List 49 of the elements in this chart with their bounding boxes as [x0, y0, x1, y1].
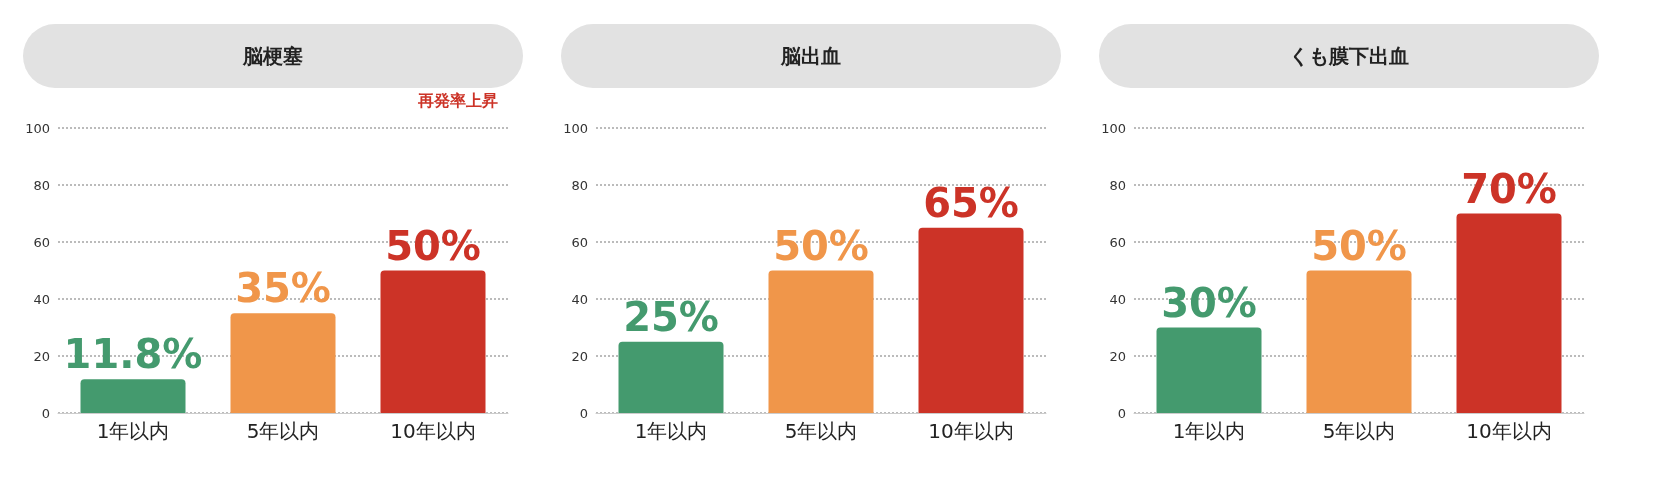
data-label: 70% [1461, 165, 1557, 212]
chart-title: 脳梗塞 [23, 24, 523, 88]
x-tick-label: 5年以内 [784, 419, 858, 443]
y-tick-label: 80 [1109, 177, 1126, 193]
x-tick-label: 1年以内 [1172, 419, 1246, 443]
y-tick-label: 60 [1109, 234, 1126, 250]
y-tick-label: 0 [41, 405, 50, 421]
y-tick-label: 100 [563, 120, 588, 136]
y-tick-label: 0 [579, 405, 588, 421]
bar [618, 341, 724, 413]
data-label: 25% [623, 293, 719, 340]
bar [918, 227, 1024, 413]
bar [768, 270, 874, 413]
y-tick-label: 60 [571, 234, 588, 250]
data-label: 50% [385, 222, 481, 269]
text: 再発率上昇 [417, 90, 498, 110]
y-tick-label: 60 [33, 234, 50, 250]
y-tick-label: 100 [25, 120, 50, 136]
data-label: 50% [1311, 222, 1407, 269]
data-label: 30% [1161, 279, 1257, 326]
y-tick-label: 40 [571, 291, 588, 307]
bar [1156, 327, 1262, 413]
data-label: 35% [235, 265, 331, 312]
bar [80, 379, 186, 413]
y-tick-label: 40 [33, 291, 50, 307]
y-tick-label: 0 [1117, 405, 1126, 421]
y-tick-label: 20 [1109, 348, 1126, 364]
data-label: 11.8% [63, 331, 203, 378]
chart-title: 脳出血 [561, 24, 1061, 88]
x-tick-label: 1年以内 [96, 419, 170, 443]
x-tick-label: 10年以内 [1466, 419, 1552, 443]
bar [1306, 270, 1412, 413]
y-tick-label: 80 [571, 177, 588, 193]
y-tick-label: 20 [33, 348, 50, 364]
x-tick-label: 5年以内 [1322, 419, 1396, 443]
y-tick-label: 40 [1109, 291, 1126, 307]
data-label: 65% [923, 179, 1019, 226]
bar [380, 270, 486, 413]
x-tick-label: 1年以内 [634, 419, 708, 443]
bar [230, 313, 336, 413]
chart-title: くも膜下出血 [1099, 24, 1599, 88]
y-tick-label: 20 [571, 348, 588, 364]
y-tick-label: 80 [33, 177, 50, 193]
y-tick-label: 100 [1101, 120, 1126, 136]
x-tick-label: 10年以内 [390, 419, 476, 443]
x-tick-label: 5年以内 [246, 419, 320, 443]
x-tick-label: 10年以内 [928, 419, 1014, 443]
bar [1456, 213, 1562, 413]
data-label: 50% [773, 222, 869, 269]
